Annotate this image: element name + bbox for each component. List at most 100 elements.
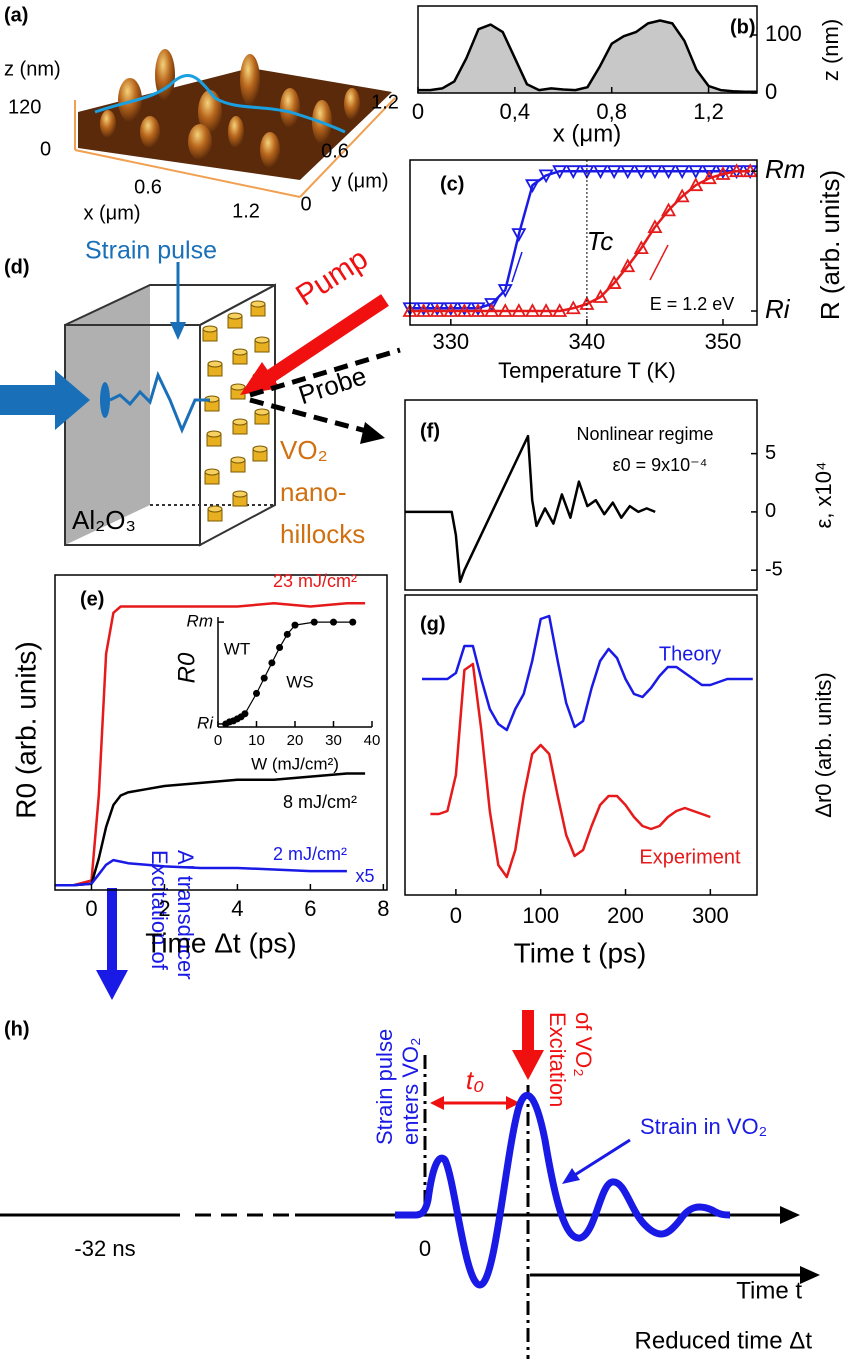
x-tick-label: 300 xyxy=(692,903,729,928)
area-fill xyxy=(418,20,757,93)
x-tick-label: 200 xyxy=(607,903,644,928)
marker xyxy=(524,303,540,317)
pump-beam-head xyxy=(240,362,280,395)
x-tick-label: 0 xyxy=(450,903,462,928)
point xyxy=(268,659,276,667)
plot-frame xyxy=(404,594,758,896)
annotation: x5 xyxy=(355,866,374,886)
tick-label: 0.6 xyxy=(321,140,349,162)
annotation: of VO₂ xyxy=(571,1012,596,1077)
hillock-top xyxy=(227,312,243,320)
y-tick-label: Ri xyxy=(197,713,214,732)
chart xyxy=(418,19,757,94)
marker xyxy=(443,303,459,317)
x-tick-label: 350 xyxy=(705,329,742,354)
marker xyxy=(606,275,622,289)
annotation: WS xyxy=(286,672,313,691)
hillock-top xyxy=(202,325,218,333)
x-tick-label: 40 xyxy=(364,732,381,749)
x-tick-label: 10 xyxy=(248,732,265,749)
hillock-top xyxy=(254,408,270,416)
x-tick-label: 1,2 xyxy=(693,99,724,124)
marker xyxy=(701,170,717,185)
marker xyxy=(606,165,622,180)
hillock-top xyxy=(230,456,246,464)
y-axis-label: R (arb. units) xyxy=(815,170,845,320)
marker xyxy=(484,298,500,312)
x-tick-label: 100 xyxy=(522,903,559,928)
afm-panel: (a) z (nm) 120 0 0.6 1.2 x (μm) 0 0.6 1.… xyxy=(4,4,399,224)
annotation: Excitation xyxy=(545,1012,570,1107)
panel-label: (h) xyxy=(4,1018,30,1040)
chart xyxy=(402,160,758,325)
marker xyxy=(647,165,663,180)
panel-label: (c) xyxy=(440,173,464,195)
y-axis-label: R0 xyxy=(173,652,200,683)
marker xyxy=(688,165,704,180)
data-line xyxy=(410,169,751,313)
y-tick-label: 5 xyxy=(765,442,776,464)
marker xyxy=(497,303,513,317)
annotation: Strain pulse xyxy=(372,1029,397,1145)
point xyxy=(253,689,260,697)
marker xyxy=(661,202,677,217)
annotation: Theory xyxy=(659,643,721,665)
annotation: 2 mJ/cm² xyxy=(273,844,347,864)
annotation: t₀ xyxy=(466,1065,484,1095)
hillock-top xyxy=(232,418,248,426)
data-line xyxy=(55,602,366,887)
annotation: Nonlinear regime xyxy=(576,424,713,444)
x-tick-label: 20 xyxy=(287,732,304,749)
x-axis-label: x (μm) xyxy=(553,120,621,147)
axis-label: x (μm) xyxy=(83,202,140,224)
point xyxy=(276,644,284,652)
x-tick-label: 0 xyxy=(214,732,222,749)
hillock-top xyxy=(206,430,222,438)
y-axis-label: ε, x10⁴ xyxy=(811,462,836,529)
marker xyxy=(592,289,609,303)
x-tick-label: 0 xyxy=(412,99,424,124)
annotation: 8 mJ/cm² xyxy=(283,792,357,812)
panel-label: (e) xyxy=(80,588,104,610)
data-line xyxy=(430,662,711,879)
annotation: 0 xyxy=(419,1236,431,1261)
marker xyxy=(416,303,432,317)
pump-beam xyxy=(264,294,389,384)
cooling-arrow xyxy=(511,251,523,283)
chart xyxy=(405,434,656,584)
data-line xyxy=(418,19,757,94)
marker xyxy=(729,163,745,178)
chart xyxy=(55,602,366,887)
hillock-top xyxy=(207,360,223,368)
x-tick-label: 0 xyxy=(85,896,97,921)
marker xyxy=(538,169,554,184)
marker xyxy=(701,165,717,180)
marker xyxy=(511,228,527,242)
annotation: ε0 = 9x10⁻⁴ xyxy=(613,455,708,475)
marker xyxy=(674,165,690,180)
annotation: E = 1.2 eV xyxy=(650,294,735,314)
marker xyxy=(538,303,554,317)
annotation: Probe xyxy=(295,360,370,410)
marker xyxy=(552,303,568,317)
x-tick-label: 0,4 xyxy=(500,99,531,124)
plot-frame xyxy=(54,574,388,891)
marker xyxy=(647,219,663,234)
marker xyxy=(620,165,636,180)
chart xyxy=(422,614,753,879)
probe-beam-head xyxy=(360,422,385,444)
timing-diagram: (h) Excitation of Al transducer -32 ns S… xyxy=(0,850,820,1359)
axis-label: z (nm) xyxy=(4,58,61,80)
annotation: Experiment xyxy=(639,846,741,868)
hillock-top xyxy=(254,336,270,344)
marker xyxy=(688,177,704,192)
data-line xyxy=(422,614,753,732)
annotation: Al₂O₃ xyxy=(72,505,136,535)
hillock-top xyxy=(232,348,248,356)
marker xyxy=(565,165,581,180)
marker xyxy=(715,166,731,180)
hillock-top xyxy=(252,445,268,453)
marker xyxy=(620,258,636,273)
marker xyxy=(456,303,472,317)
panel-label: (d) xyxy=(4,256,30,278)
